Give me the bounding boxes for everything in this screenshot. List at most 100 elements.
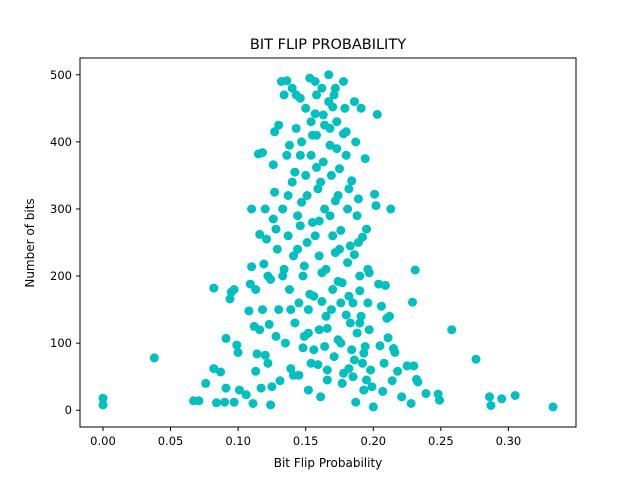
data-point [378,386,388,396]
data-point [339,129,348,139]
data-point [233,348,243,357]
data-point [247,262,257,272]
data-point [301,170,311,180]
x-axis-ticks: 0.00 0.05 0.10 0.15 0.20 0.25 0.30 [90,427,521,448]
data-point [353,194,363,204]
data-point [317,297,327,306]
data-point [421,389,431,398]
data-point [320,204,330,214]
data-point [406,399,416,408]
data-point [330,83,340,93]
data-point [314,251,324,261]
data-point [270,187,280,197]
data-point [497,394,507,404]
data-point [356,311,366,321]
data-point [295,93,305,103]
data-point [212,398,221,408]
data-point [329,90,339,100]
data-point [306,117,316,127]
data-point [402,361,412,371]
data-points [98,70,558,412]
data-point [363,298,373,308]
data-point [290,318,300,328]
data-point [325,211,335,221]
data-point [410,265,420,275]
data-point [326,170,336,180]
data-point [293,244,303,254]
data-point [314,325,324,335]
data-point [390,348,400,357]
data-point [270,127,280,137]
data-point [376,301,386,311]
data-point [316,177,326,187]
data-point [341,310,351,320]
data-point [485,392,494,402]
data-point [322,323,332,333]
data-point [232,340,242,350]
data-point [336,298,346,308]
data-point [149,353,159,363]
x-tick-label: 0.30 [496,434,522,448]
data-point [380,280,390,290]
data-point [287,177,297,187]
data-point [279,264,289,274]
data-point [309,345,319,355]
data-point [349,355,359,365]
data-point [383,333,393,343]
data-point [372,109,382,119]
data-point [317,83,327,93]
data-point [352,211,362,221]
data-point [413,377,423,387]
y-tick-label: 0 [65,403,72,417]
data-point [263,358,273,368]
data-point [310,231,320,241]
data-point [295,221,305,231]
data-point [275,376,285,386]
data-point [285,140,294,150]
data-point [344,364,354,374]
data-point [283,231,293,241]
y-tick-label: 100 [50,336,72,350]
data-point [298,343,308,353]
data-point [397,392,407,402]
data-point [337,378,347,388]
data-point [360,154,370,164]
data-point [343,204,353,214]
data-point [290,167,300,177]
x-tick-label: 0.10 [225,434,251,448]
data-point [286,305,296,315]
data-point [333,335,343,345]
data-point [387,376,397,386]
data-point [280,338,290,348]
data-point [486,401,496,410]
data-point [364,268,374,278]
chart-title: BIT FLIP PROBABILITY [250,37,406,53]
data-point [303,305,313,315]
data-point [347,176,357,186]
data-point [258,305,267,315]
data-point [335,164,344,174]
data-point [340,103,350,113]
data-point [283,191,293,200]
data-point [259,259,269,269]
data-point [248,399,258,408]
data-point [367,382,377,392]
data-point [306,358,316,368]
data-point [98,400,108,410]
data-point [255,229,265,239]
data-point [216,367,226,377]
data-point [359,385,369,395]
data-point [344,291,354,301]
data-point [302,191,312,200]
y-axis-ticks: 0 100 200 300 400 500 [50,68,80,417]
data-point [282,76,292,86]
data-point [371,201,381,211]
data-point [221,383,231,393]
data-point [345,241,355,251]
data-point [278,271,288,281]
data-point [260,204,270,214]
y-tick-label: 400 [50,135,72,149]
data-point [313,360,323,370]
data-point [330,196,340,206]
